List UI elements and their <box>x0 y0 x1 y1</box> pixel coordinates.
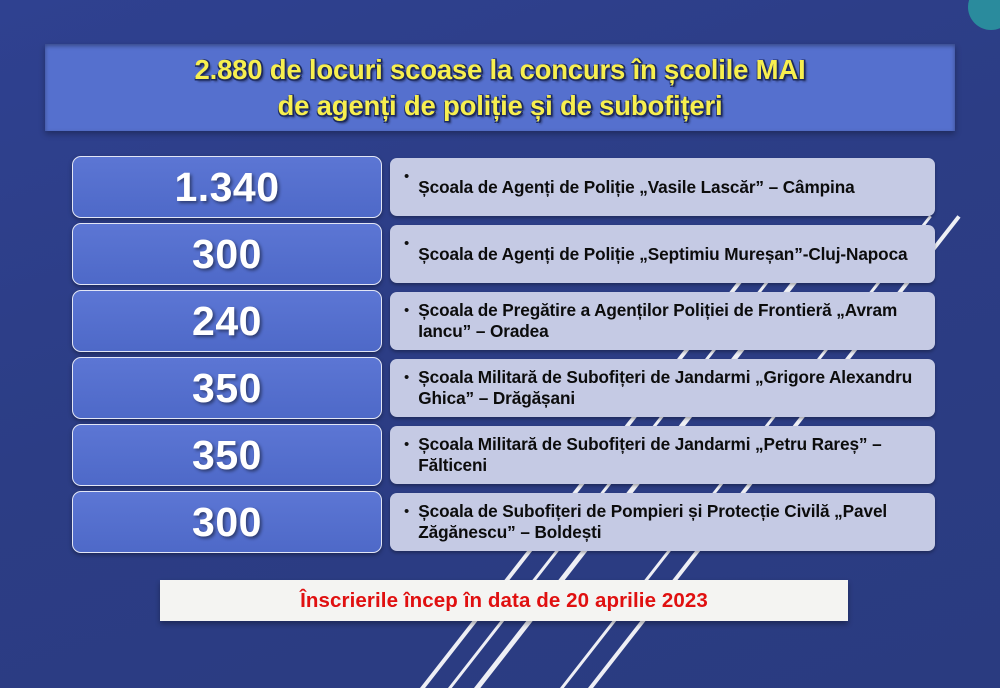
count-box: 300 <box>72 491 382 553</box>
page-title: 2.880 de locuri scoase la concurs în șco… <box>194 54 806 121</box>
footer-banner: Înscrierile încep în data de 20 aprilie … <box>160 580 848 621</box>
count-box: 300 <box>72 223 382 285</box>
school-name: Școala de Pregătire a Agenților Poliției… <box>418 300 898 341</box>
list-item: 1.340 • Școala de Agenți de Poliție „Vas… <box>0 156 1000 218</box>
count-value: 300 <box>192 230 262 277</box>
school-box: • Școala de Subofițeri de Pompieri și Pr… <box>390 493 935 551</box>
count-value: 350 <box>192 364 262 411</box>
bullet-icon: • <box>404 235 410 252</box>
school-list: 1.340 • Școala de Agenți de Poliție „Vas… <box>0 156 1000 558</box>
bullet-icon: • <box>404 168 410 185</box>
school-name: Școala Militară de Subofițeri de Jandarm… <box>418 434 882 475</box>
bullet-icon: • <box>404 436 410 453</box>
title-banner: 2.880 de locuri scoase la concurs în șco… <box>45 44 955 131</box>
count-box: 240 <box>72 290 382 352</box>
bullet-icon: • <box>404 503 410 520</box>
count-value: 350 <box>192 431 262 478</box>
count-value: 1.340 <box>174 163 280 210</box>
school-name: Școala de Subofițeri de Pompieri și Prot… <box>418 501 888 542</box>
school-name: Școala de Agenți de Poliție „Septimiu Mu… <box>418 243 908 264</box>
school-box: • Școala de Agenți de Poliție „Septimiu … <box>390 225 935 283</box>
teal-circle-decoration <box>968 0 1000 30</box>
school-name: Școala Militară de Subofițeri de Jandarm… <box>418 367 913 408</box>
school-box: • Școala Militară de Subofițeri de Janda… <box>390 426 935 484</box>
count-value: 240 <box>192 297 262 344</box>
list-item: 350 • Școala Militară de Subofițeri de J… <box>0 357 1000 419</box>
bullet-icon: • <box>404 302 410 319</box>
list-item: 350 • Școala Militară de Subofițeri de J… <box>0 424 1000 486</box>
count-box: 350 <box>72 424 382 486</box>
list-item: 300 • Școala de Agenți de Poliție „Septi… <box>0 223 1000 285</box>
count-box: 350 <box>72 357 382 419</box>
school-box: • Școala de Pregătire a Agenților Poliți… <box>390 292 935 350</box>
footer-text: Înscrierile încep în data de 20 aprilie … <box>300 588 708 612</box>
school-name: Școala de Agenți de Poliție „Vasile Lasc… <box>418 176 855 197</box>
bullet-icon: • <box>404 369 410 386</box>
count-value: 300 <box>192 498 262 545</box>
school-box: • Școala de Agenți de Poliție „Vasile La… <box>390 158 935 216</box>
school-box: • Școala Militară de Subofițeri de Janda… <box>390 359 935 417</box>
count-box: 1.340 <box>72 156 382 218</box>
list-item: 300 • Școala de Subofițeri de Pompieri ș… <box>0 491 1000 553</box>
list-item: 240 • Școala de Pregătire a Agenților Po… <box>0 290 1000 352</box>
